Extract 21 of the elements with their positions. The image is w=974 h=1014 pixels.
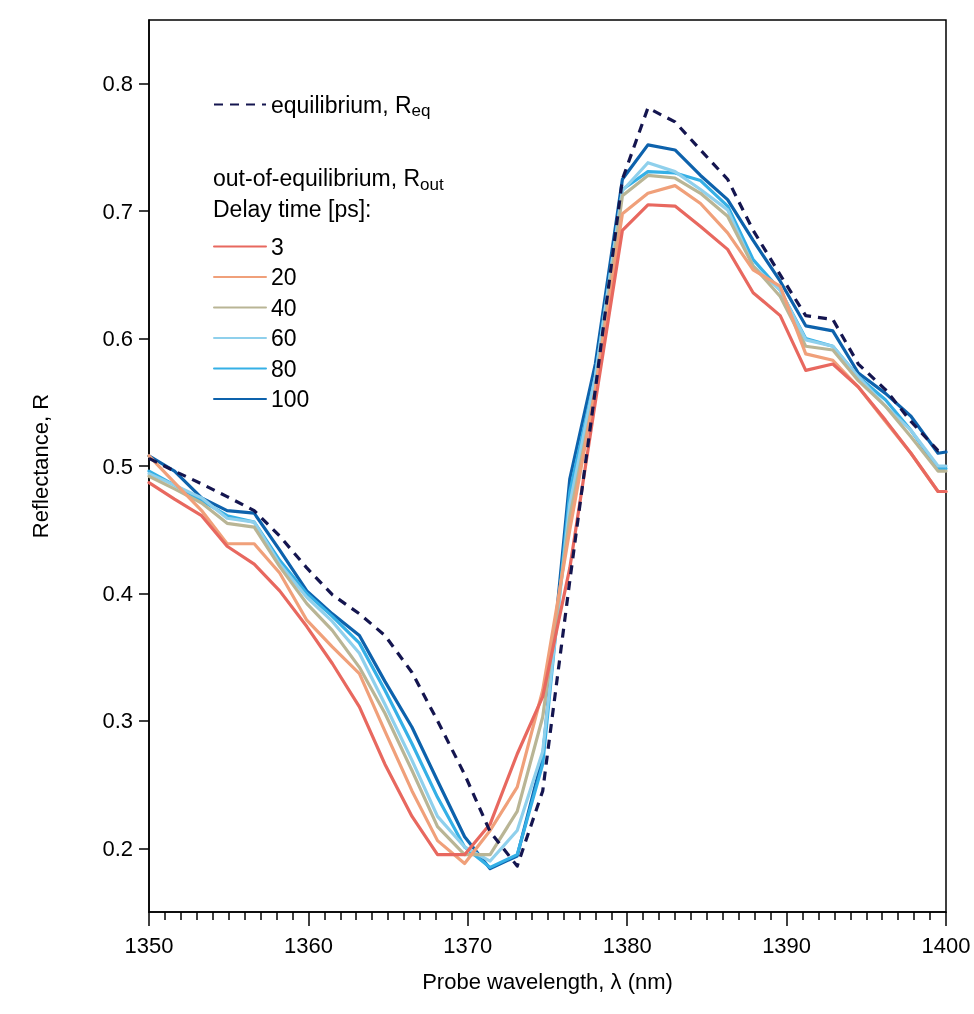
x-tick-label: 1360 (283, 932, 333, 958)
y-tick-label: 0.7 (102, 198, 133, 224)
x-tick-label: 1370 (443, 932, 493, 958)
x-tick-label: 1390 (762, 932, 812, 958)
y-axis-title: Reflectance, R (27, 393, 53, 539)
legend-label: 20 (271, 264, 297, 290)
legend-label: 40 (271, 294, 297, 321)
legend-label: 60 (271, 325, 297, 351)
y-tick-label: 0.3 (102, 708, 133, 734)
y-tick-label: 0.6 (102, 326, 133, 352)
x-tick-label: 1400 (921, 932, 971, 958)
legend-label: 80 (271, 355, 297, 382)
x-axis-title: Probe wavelength, λ (nm) (422, 968, 673, 994)
y-tick-label: 0.5 (102, 453, 133, 479)
x-tick-label: 1380 (602, 932, 652, 958)
y-tick-label: 0.4 (102, 580, 133, 606)
y-tick-label: 0.8 (102, 71, 133, 97)
y-tick-label: 0.2 (102, 835, 133, 861)
x-tick-label: 1350 (124, 932, 174, 958)
legend-label: 3 (271, 233, 284, 260)
legend-label: 100 (271, 386, 310, 412)
